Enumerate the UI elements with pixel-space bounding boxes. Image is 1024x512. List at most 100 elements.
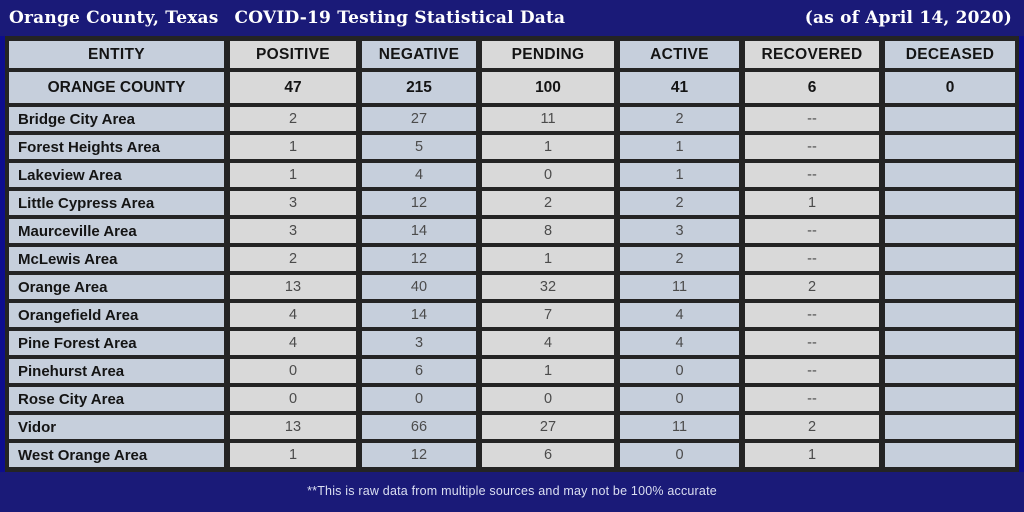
value-cell: -- [745,135,879,159]
value-cell: -- [745,163,879,187]
value-cell [885,303,1015,327]
summary-value-cell: 47 [230,72,356,103]
title-date: (as of April 14, 2020) [804,8,1012,28]
value-cell [885,247,1015,271]
value-cell [885,387,1015,411]
value-cell [885,107,1015,131]
summary-value-cell: 100 [482,72,614,103]
value-cell: -- [745,387,879,411]
entity-cell: Orange Area [9,275,224,299]
value-cell: 1 [230,135,356,159]
value-cell: 0 [620,359,739,383]
value-cell: 12 [362,191,476,215]
value-cell: 3 [620,219,739,243]
value-cell: 40 [362,275,476,299]
column-header-deceased: DECEASED [885,41,1015,68]
value-cell: 11 [620,275,739,299]
value-cell: 0 [362,387,476,411]
summary-value-cell: 41 [620,72,739,103]
column-header-positive: POSITIVE [230,41,356,68]
value-cell: 1 [745,191,879,215]
title-bar: Orange County, Texas COVID-19 Testing St… [0,0,1024,36]
entity-cell: Lakeview Area [9,163,224,187]
entity-cell: Vidor [9,415,224,439]
value-cell: 1 [482,359,614,383]
value-cell: 14 [362,219,476,243]
value-cell: 1 [620,135,739,159]
column-header-recovered: RECOVERED [745,41,879,68]
value-cell: 4 [620,303,739,327]
value-cell: 6 [482,443,614,467]
value-cell: 12 [362,247,476,271]
summary-value-cell: 0 [885,72,1015,103]
value-cell: 5 [362,135,476,159]
value-cell [885,163,1015,187]
value-cell: 0 [230,359,356,383]
value-cell: 0 [620,387,739,411]
value-cell: 2 [230,107,356,131]
value-cell [885,219,1015,243]
summary-value-cell: 215 [362,72,476,103]
entity-cell: Little Cypress Area [9,191,224,215]
value-cell: 3 [230,191,356,215]
value-cell: 4 [362,163,476,187]
page-subtitle: COVID-19 Testing Statistical Data [234,8,566,28]
value-cell: 4 [230,331,356,355]
value-cell: 8 [482,219,614,243]
value-cell: 1 [482,247,614,271]
value-cell [885,331,1015,355]
value-cell: 1 [620,163,739,187]
covid-stats-table: ENTITY POSITIVE NEGATIVE PENDING ACTIVE … [0,36,1024,472]
value-cell [885,415,1015,439]
value-cell: 4 [482,331,614,355]
value-cell: 32 [482,275,614,299]
value-cell: 2 [230,247,356,271]
entity-cell: McLewis Area [9,247,224,271]
entity-cell: Orangefield Area [9,303,224,327]
entity-cell: Pine Forest Area [9,331,224,355]
value-cell: 11 [482,107,614,131]
entity-cell: Forest Heights Area [9,135,224,159]
column-header-negative: NEGATIVE [362,41,476,68]
value-cell: 0 [620,443,739,467]
page-title: Orange County, Texas [9,8,219,28]
value-cell: 1 [745,443,879,467]
value-cell [885,191,1015,215]
value-cell: 13 [230,275,356,299]
value-cell: 2 [620,107,739,131]
value-cell: 11 [620,415,739,439]
value-cell: 1 [230,163,356,187]
value-cell: 13 [230,415,356,439]
value-cell: 2 [745,415,879,439]
value-cell: 2 [482,191,614,215]
column-header-entity: ENTITY [9,41,224,68]
value-cell: -- [745,219,879,243]
entity-cell: Pinehurst Area [9,359,224,383]
value-cell [885,443,1015,467]
value-cell: 6 [362,359,476,383]
column-header-active: ACTIVE [620,41,739,68]
value-cell [885,275,1015,299]
value-cell: 2 [745,275,879,299]
value-cell: 4 [230,303,356,327]
value-cell: 2 [620,191,739,215]
value-cell: 1 [482,135,614,159]
value-cell: 4 [620,331,739,355]
value-cell: 7 [482,303,614,327]
value-cell: -- [745,247,879,271]
value-cell: 0 [482,387,614,411]
summary-value-cell: 6 [745,72,879,103]
value-cell: 1 [230,443,356,467]
value-cell: -- [745,303,879,327]
entity-cell: West Orange Area [9,443,224,467]
summary-entity-cell: ORANGE COUNTY [9,72,224,103]
column-header-pending: PENDING [482,41,614,68]
footer-note: **This is raw data from multiple sources… [307,484,717,498]
value-cell: 27 [482,415,614,439]
entity-cell: Bridge City Area [9,107,224,131]
value-cell: 0 [482,163,614,187]
entity-cell: Rose City Area [9,387,224,411]
value-cell: 3 [230,219,356,243]
value-cell: 2 [620,247,739,271]
